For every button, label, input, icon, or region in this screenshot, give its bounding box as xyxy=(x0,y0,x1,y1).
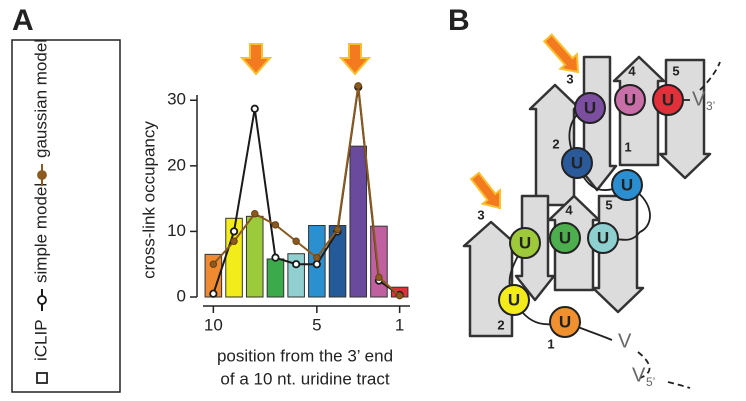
uridine xyxy=(498,284,530,316)
bar xyxy=(245,215,264,298)
panel-label: A xyxy=(12,4,34,37)
bar xyxy=(349,145,368,298)
end-label: V xyxy=(632,364,646,386)
x-tick-label: 5 xyxy=(312,315,321,334)
uridine xyxy=(561,147,593,179)
uridine-label: U xyxy=(571,153,583,172)
strand-arrow xyxy=(591,194,645,314)
uridine-label: U xyxy=(559,312,571,331)
connector xyxy=(699,61,721,91)
strand-arrow xyxy=(658,58,712,180)
point xyxy=(312,260,321,269)
point xyxy=(271,221,280,229)
uridine-label: U xyxy=(597,228,609,247)
strand-number: 5 xyxy=(605,197,612,212)
uridine-label: U xyxy=(584,98,596,117)
point xyxy=(354,82,362,90)
point xyxy=(229,227,239,236)
strand-number: 1 xyxy=(547,336,554,351)
uridine xyxy=(574,92,606,124)
point xyxy=(292,237,300,245)
legend-label: simple model xyxy=(31,183,50,283)
end-label: V xyxy=(618,330,632,352)
strand-number: 4 xyxy=(628,63,636,78)
y-tick-label: 10 xyxy=(167,221,186,240)
strand-number: 3 xyxy=(477,207,484,222)
uridine xyxy=(509,227,541,259)
point xyxy=(375,273,383,282)
end-label: V xyxy=(692,88,706,110)
uridine xyxy=(611,169,643,201)
point xyxy=(230,237,238,245)
x-axis-label: position from the 3’ end xyxy=(217,346,393,365)
legend-box xyxy=(11,39,121,393)
uridine xyxy=(652,84,684,116)
y-tick-label: 0 xyxy=(177,286,186,305)
legend-marker xyxy=(37,295,47,305)
bar xyxy=(266,258,285,298)
point xyxy=(395,291,404,300)
strand-number: 3 xyxy=(566,71,573,86)
end-label-sub: 5’ xyxy=(646,375,655,389)
annotation-arrow xyxy=(542,33,580,74)
legend-label: gaussian model xyxy=(31,39,50,158)
annotation-arrow xyxy=(469,171,502,210)
uridine xyxy=(614,84,646,116)
point xyxy=(271,253,280,262)
x-tick-label: 10 xyxy=(204,315,223,334)
uridine-label: U xyxy=(624,90,636,109)
uridine xyxy=(549,222,581,254)
uridine xyxy=(549,306,581,338)
y-axis-label: cross-link occupancy xyxy=(139,121,158,279)
x-axis-label: of a 10 nt. uridine tract xyxy=(220,369,389,388)
uridine-label: U xyxy=(519,233,531,252)
uridine-label: U xyxy=(621,175,633,194)
point xyxy=(209,289,218,298)
strand-number: 1 xyxy=(624,139,631,154)
legend-marker xyxy=(37,170,47,180)
uridine-label: U xyxy=(508,290,520,309)
point xyxy=(333,225,342,234)
strand-number: 4 xyxy=(565,202,573,217)
strand-number: 2 xyxy=(552,136,559,151)
uridine-label: U xyxy=(559,228,571,247)
y-tick-label: 30 xyxy=(167,90,186,109)
point xyxy=(313,253,321,262)
end-label-sub: 3’ xyxy=(706,99,715,113)
annotation-arrow xyxy=(239,43,372,76)
panel-label: B xyxy=(448,4,470,37)
uridine-label: U xyxy=(662,90,674,109)
y-tick-label: 20 xyxy=(167,155,186,174)
connector xyxy=(667,381,691,389)
point xyxy=(250,104,259,113)
uridine xyxy=(587,222,619,254)
point xyxy=(209,260,218,268)
connector xyxy=(637,351,651,379)
legend-label: iCLIP xyxy=(31,319,50,361)
point xyxy=(251,210,259,218)
point xyxy=(292,260,301,269)
legend-marker xyxy=(36,372,48,384)
strand-number: 2 xyxy=(497,317,504,332)
x-tick-label: 1 xyxy=(395,315,404,334)
line xyxy=(212,85,401,297)
strand-number: 5 xyxy=(672,63,679,78)
bar xyxy=(370,225,388,298)
